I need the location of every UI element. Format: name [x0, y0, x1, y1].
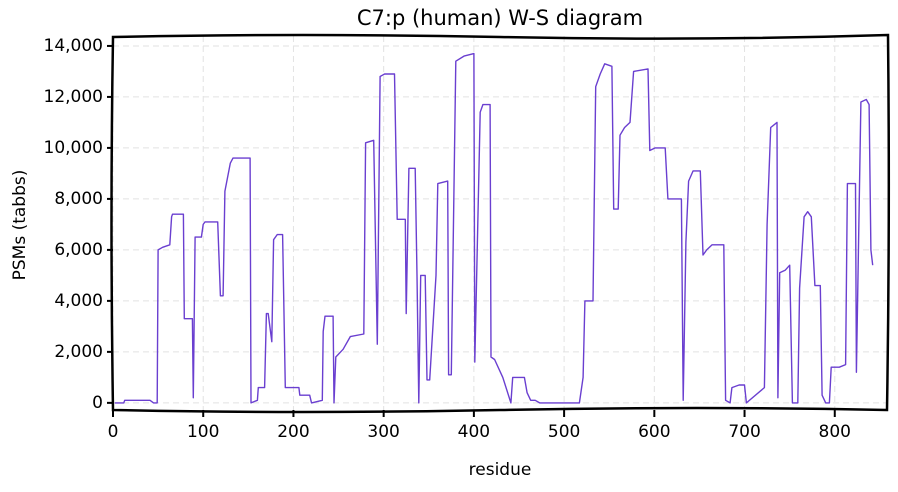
x-tick-label: 400 [458, 422, 490, 442]
x-tick-label: 100 [187, 422, 219, 442]
x-tick-label: 300 [367, 422, 399, 442]
y-tick-label: 10,000 [44, 138, 103, 158]
x-tick-label: 0 [108, 422, 119, 442]
x-tick-label: 800 [819, 422, 851, 442]
y-tick-label: 2,000 [54, 342, 103, 362]
x-tick-label: 200 [277, 422, 309, 442]
y-axis-label: PSMs (tabbs) [10, 170, 30, 281]
plot-frame [110, 33, 891, 414]
grid [112, 36, 888, 410]
x-tick-label: 500 [548, 422, 580, 442]
y-tick-label: 12,000 [44, 87, 103, 107]
data-line [114, 52, 874, 404]
x-tick-label: 600 [638, 422, 670, 442]
y-tick-label: 6,000 [54, 240, 103, 260]
chart-title: C7:p (human) W-S diagram [357, 6, 643, 30]
y-tick-label: 14,000 [44, 36, 103, 56]
x-axis-label: residue [469, 460, 532, 480]
ticks: 0 2,000 4,000 6,000 8,000 10,000 12,000 14,000 0… [44, 36, 851, 442]
plot [114, 52, 874, 404]
y-tick-label: 0 [92, 393, 103, 413]
y-tick-label: 4,000 [54, 291, 103, 311]
x-tick-label: 700 [728, 422, 760, 442]
y-tick-label: 8,000 [54, 189, 103, 209]
